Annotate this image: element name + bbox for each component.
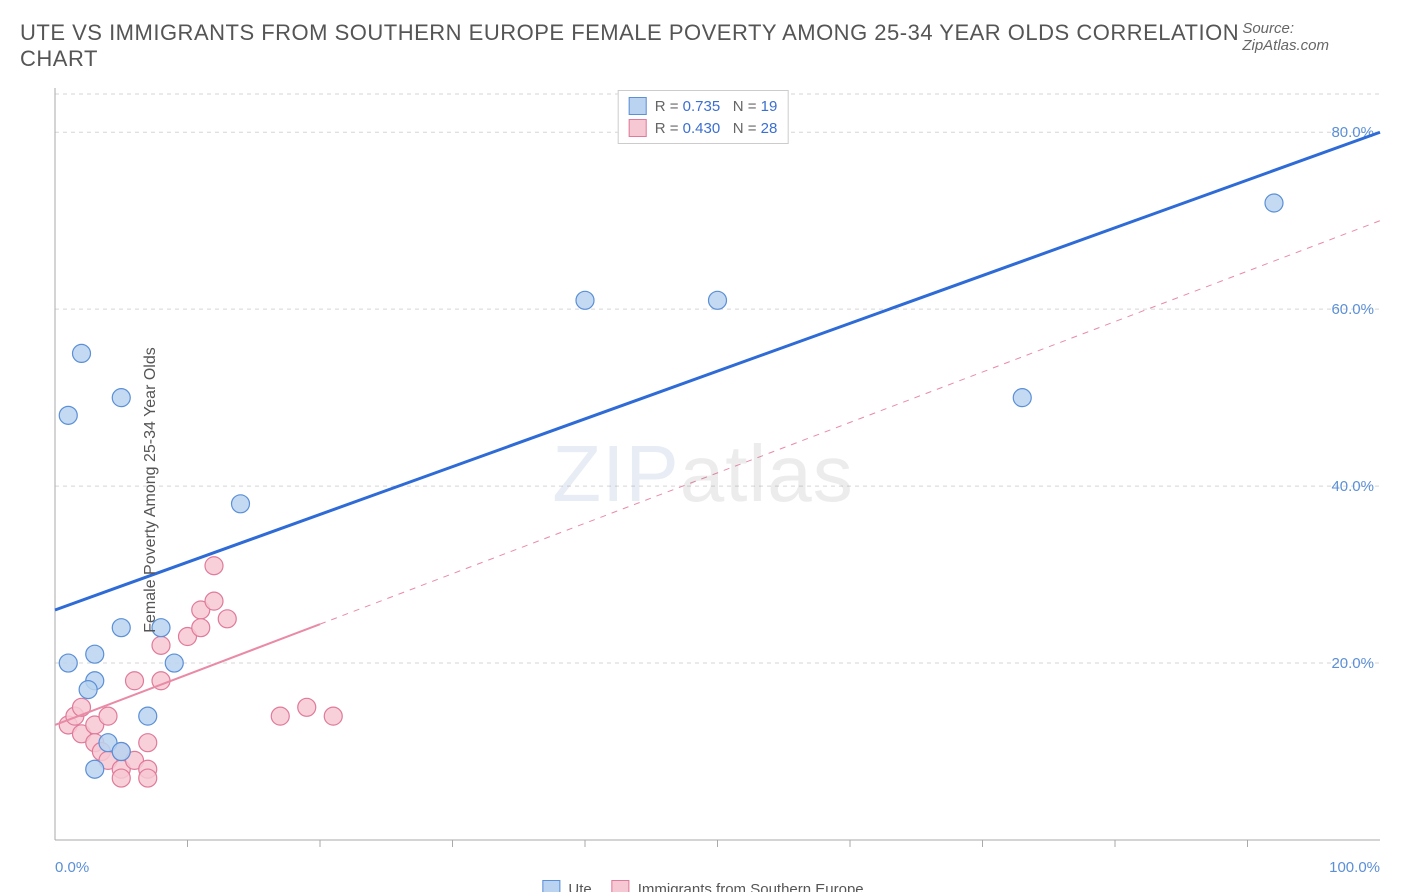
source-label: Source: ZipAtlas.com	[1242, 20, 1376, 54]
y-tick-label: 40.0%	[1331, 478, 1374, 495]
imm-point	[192, 619, 210, 637]
legend-row: R = 0.430 N = 28	[629, 117, 778, 139]
ute-point	[86, 760, 104, 778]
series-legend: Ute Immigrants from Southern Europe	[542, 880, 863, 892]
x-tick-label: 0.0%	[55, 859, 89, 876]
legend-label: Immigrants from Southern Europe	[638, 881, 864, 892]
x-tick-label: 100.0%	[1329, 859, 1380, 876]
ute-point	[112, 389, 130, 407]
ute-point	[59, 406, 77, 424]
ute-point	[1013, 389, 1031, 407]
legend-stats: R = 0.735 N = 19	[655, 98, 778, 115]
legend-swatch	[612, 880, 630, 892]
ute-point	[79, 681, 97, 699]
correlation-legend: R = 0.735 N = 19 R = 0.430 N = 28	[618, 90, 789, 144]
ute-point	[709, 291, 727, 309]
y-tick-label: 20.0%	[1331, 655, 1374, 672]
legend-stats: R = 0.430 N = 28	[655, 120, 778, 137]
y-tick-label: 80.0%	[1331, 124, 1374, 141]
ute-point	[576, 291, 594, 309]
imm-point	[271, 707, 289, 725]
ute-point	[165, 654, 183, 672]
chart-container: Female Poverty Among 25-34 Year Olds 20.…	[0, 80, 1406, 892]
imm-point	[218, 610, 236, 628]
ute-point	[112, 619, 130, 637]
header: UTE VS IMMIGRANTS FROM SOUTHERN EUROPE F…	[0, 0, 1406, 80]
ute-point	[232, 495, 250, 513]
legend-row: R = 0.735 N = 19	[629, 95, 778, 117]
y-tick-label: 60.0%	[1331, 301, 1374, 318]
ute-point	[59, 654, 77, 672]
legend-swatch	[629, 119, 647, 137]
imm-point	[139, 769, 157, 787]
legend-swatch	[542, 880, 560, 892]
imm-point	[205, 592, 223, 610]
scatter-chart: 20.0% 40.0% 60.0% 80.0% 0.0% 100.0%	[0, 80, 1406, 892]
imm-point	[205, 557, 223, 575]
imm-point	[126, 672, 144, 690]
imm-point	[152, 636, 170, 654]
ute-point	[73, 344, 91, 362]
ute-point	[1265, 194, 1283, 212]
imm-point	[324, 707, 342, 725]
ute-regression	[55, 132, 1380, 610]
ute-point	[139, 707, 157, 725]
legend-swatch	[629, 97, 647, 115]
chart-title: UTE VS IMMIGRANTS FROM SOUTHERN EUROPE F…	[20, 20, 1242, 72]
legend-item: Immigrants from Southern Europe	[612, 880, 864, 892]
legend-label: Ute	[568, 881, 591, 892]
imm-point	[112, 769, 130, 787]
legend-item: Ute	[542, 880, 591, 892]
ute-point	[86, 645, 104, 663]
y-axis-label: Female Poverty Among 25-34 Year Olds	[142, 347, 160, 633]
imm-point	[139, 734, 157, 752]
imm-point	[99, 707, 117, 725]
imm-regression-dashed	[320, 221, 1380, 624]
imm-point	[73, 698, 91, 716]
ute-point	[112, 743, 130, 761]
imm-point	[298, 698, 316, 716]
